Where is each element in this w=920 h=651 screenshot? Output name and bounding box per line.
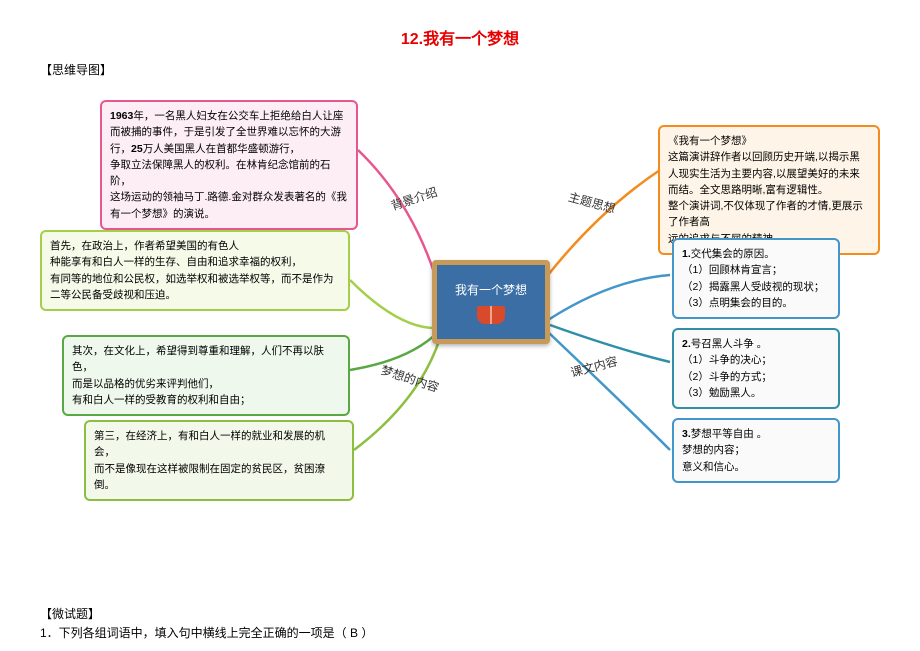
- curve: [548, 275, 670, 320]
- box-dream1: 首先，在政治上，作者希望美国的有色人种能享有和白人一样的生存、自由和追求幸福的权…: [40, 230, 350, 311]
- branch-bg: 背景介绍: [389, 183, 440, 214]
- quiz-q1: 1．下列各组词语中，填入句中横线上完全正确的一项是（ B ）: [40, 624, 920, 641]
- box-theme: 《我有一个梦想》这篇演讲辞作者以回顾历史开端,以揭示黑人现实生活为主要内容,以展…: [658, 125, 880, 255]
- box-dream2: 其次，在文化上，希望得到尊重和理解，人们不再以肤色，而是以品格的优劣来评判他们，…: [62, 335, 350, 416]
- branch-theme: 主题思想: [567, 188, 618, 217]
- branch-text: 课文内容: [569, 352, 620, 381]
- book-icon: [477, 306, 505, 324]
- branch-dream: 梦想的内容: [379, 361, 441, 396]
- curve: [548, 170, 660, 275]
- center-text: 我有一个梦想: [455, 281, 527, 298]
- box-background: 1963年，一名黑人妇女在公交车上拒绝给白人让座而被捕的事件，于是引发了全世界难…: [100, 100, 358, 230]
- page-title: 12.我有一个梦想: [0, 0, 920, 49]
- mindmap-label: 【思维导图】: [40, 61, 920, 78]
- center-node: 我有一个梦想: [432, 260, 550, 344]
- curve: [354, 338, 440, 450]
- curve: [548, 332, 670, 450]
- mindmap: 我有一个梦想 背景介绍 主题思想 梦想的内容 课文内容 1963年，一名黑人妇女…: [40, 100, 880, 540]
- box-dream3: 第三，在经济上，有和白人一样的就业和发展的机会，而不是像现在这样被限制在固定的贫…: [84, 420, 354, 501]
- box-text2: 2.号召黑人斗争 。（1）斗争的决心；（2）斗争的方式；（3）勉励黑人。: [672, 328, 840, 409]
- box-text1: 1.交代集会的原因。（1）回顾林肯宣言；（2）揭露黑人受歧视的现状；（3）点明集…: [672, 238, 840, 319]
- box-text3: 3.梦想平等自由 。梦想的内容；意义和信心。: [672, 418, 840, 483]
- quiz-label: 【微试题】: [40, 605, 920, 622]
- curve: [350, 280, 438, 328]
